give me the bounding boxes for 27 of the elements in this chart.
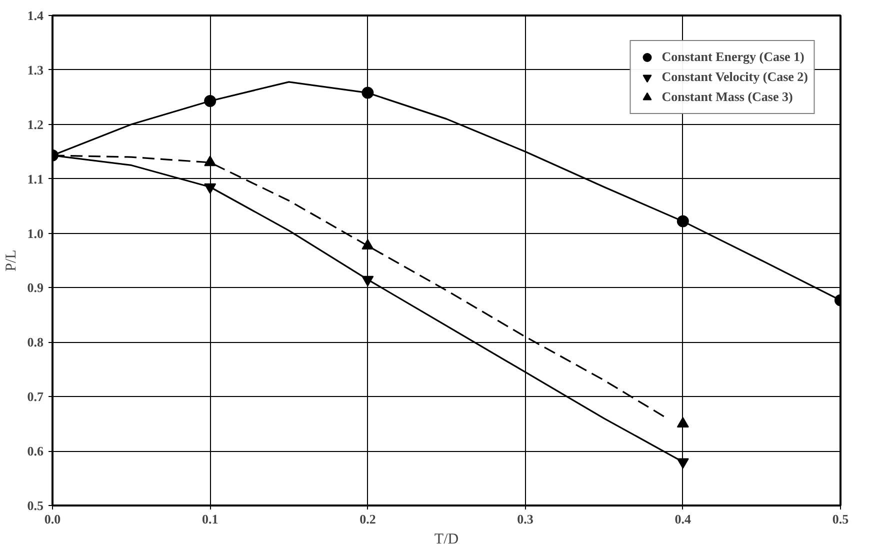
point	[362, 276, 374, 286]
x-tick-label: 0.1	[202, 512, 218, 526]
y-tick-label: 1.0	[27, 226, 44, 241]
point	[362, 86, 374, 99]
y-tick-label: 0.8	[27, 334, 44, 350]
legend-label: Constant Mass (Case 3)	[662, 89, 793, 105]
y-tick-label: 1.2	[27, 116, 44, 132]
legend-label: Constant Velocity (Case 2)	[662, 69, 808, 85]
y-tick-label: 0.5	[27, 498, 44, 513]
x-tick-label: 0.0	[44, 512, 61, 526]
x-axis-title: T/D	[434, 532, 459, 548]
point	[204, 94, 216, 107]
x-tick-label: 0.4	[674, 512, 692, 526]
y-tick-label: 1.1	[27, 171, 44, 186]
point	[676, 458, 689, 469]
y-tick-label: 1.3	[27, 62, 44, 78]
x-tick-label: 0.2	[360, 512, 376, 526]
legend-label: Constant Energy (Case 1)	[662, 49, 804, 65]
x-tick-label: 0.5	[832, 512, 850, 526]
y-tick-label: 1.4	[27, 8, 44, 23]
point	[676, 215, 689, 228]
y-tick-label: 0.9	[27, 280, 44, 296]
x-tick-label: 0.3	[517, 512, 534, 526]
y-tick-label: 0.6	[27, 444, 44, 459]
point	[204, 156, 216, 166]
y-axis-title: P/L	[3, 250, 20, 272]
y-tick-label: 0.7	[27, 389, 44, 404]
